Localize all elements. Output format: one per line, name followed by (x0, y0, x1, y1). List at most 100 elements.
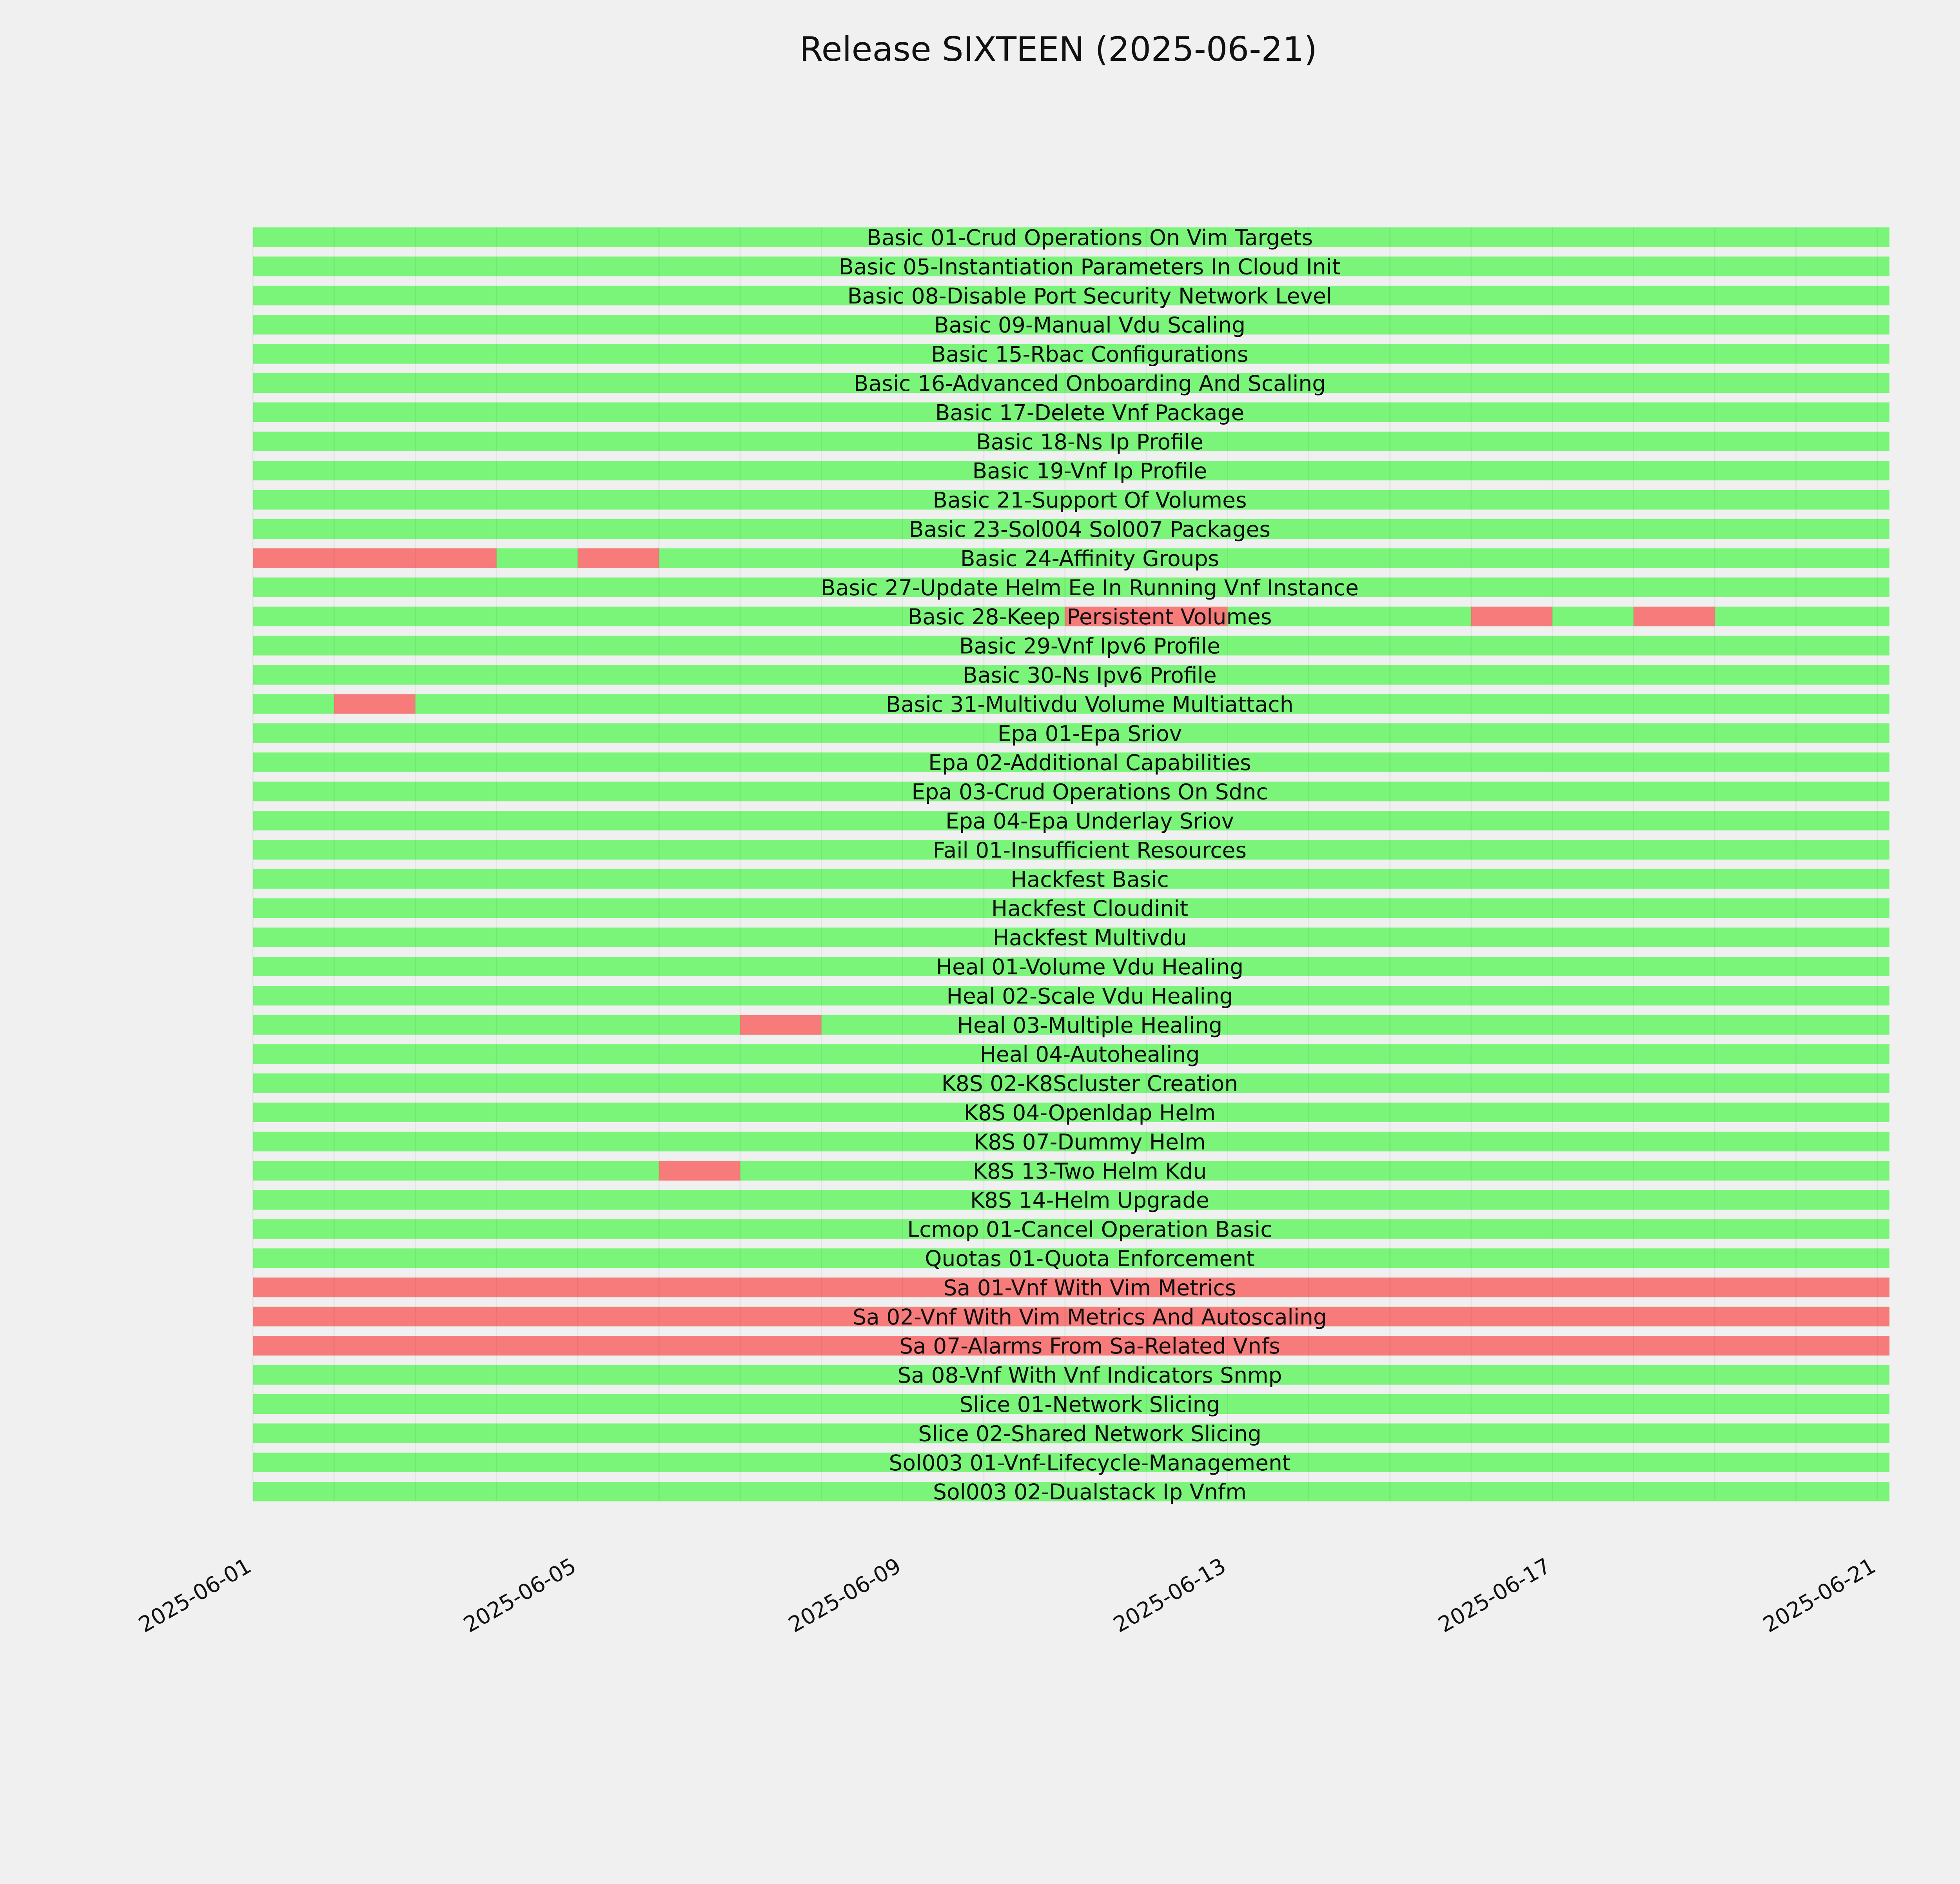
fail-segment (253, 548, 497, 568)
pass-bar (253, 490, 1890, 510)
fail-segment (1633, 607, 1715, 627)
row-label: Basic 29-Vnf Ipv6 Profile (959, 634, 1220, 659)
pass-bar (253, 1423, 1890, 1443)
row-label: Basic 19-Vnf Ip Profile (973, 458, 1207, 483)
pass-bar (253, 519, 1890, 539)
pass-bar (253, 1219, 1890, 1239)
fail-segment (1065, 607, 1228, 627)
fail-segment (740, 1015, 822, 1035)
pass-bar (253, 1073, 1890, 1093)
fail-segment (659, 1161, 740, 1181)
x-tick-label: 2025-06-21 (1759, 1553, 1880, 1637)
pass-bar (253, 1482, 1890, 1502)
row-label: Sa 01-Vnf With Vim Metrics (944, 1275, 1236, 1300)
row-label: Sa 02-Vnf With Vim Metrics And Autoscali… (853, 1304, 1327, 1330)
row-label: Basic 16-Advanced Onboarding And Scaling (854, 371, 1326, 396)
pass-bar (253, 402, 1890, 422)
pass-bar (253, 1103, 1890, 1122)
pass-bar (253, 431, 1890, 451)
row-label: Basic 08-Disable Port Security Network L… (848, 283, 1332, 309)
pass-bar (253, 285, 1890, 305)
pass-bar (253, 461, 1890, 481)
row-label: Quotas 01-Quota Enforcement (925, 1246, 1255, 1271)
pass-bar (253, 1248, 1890, 1268)
x-tick-label: 2025-06-09 (784, 1553, 905, 1637)
fail-segment (1471, 607, 1553, 627)
row-label: Lcmop 01-Cancel Operation Basic (907, 1217, 1272, 1242)
fail-segment (253, 1306, 1890, 1326)
row-label: K8S 07-Dummy Helm (974, 1129, 1206, 1154)
pass-bar (253, 694, 1890, 714)
pass-bar (253, 1190, 1890, 1210)
row-label: Fail 01-Insufficient Resources (933, 838, 1247, 863)
pass-bar (253, 256, 1890, 276)
pass-bar (253, 1452, 1890, 1472)
row-label: K8S 13-Two Helm Kdu (973, 1159, 1207, 1184)
pass-bar (253, 957, 1890, 976)
pass-bar (253, 665, 1890, 685)
row-label: Slice 01-Network Slicing (960, 1392, 1220, 1417)
pass-bar (253, 577, 1890, 597)
pass-bar (253, 781, 1890, 801)
row-label: Heal 01-Volume Vdu Healing (936, 954, 1243, 979)
row-labels-layer: Basic 01-Crud Operations On Vim Targets B… (821, 225, 1359, 1504)
pass-bar (253, 840, 1890, 860)
pass-bar (253, 373, 1890, 393)
fail-segment (577, 548, 659, 568)
row-label: Sa 07-Alarms From Sa-Related Vnfs (899, 1334, 1280, 1359)
pass-bar (253, 1394, 1890, 1414)
pass-bar (253, 548, 1890, 568)
row-label: Basic 28-Keep Persistent Volumes (907, 604, 1272, 629)
bars-layer (252, 227, 1890, 1502)
pass-bar (253, 227, 1890, 247)
pass-bar (253, 811, 1890, 830)
row-label: Hackfest Multivdu (993, 925, 1187, 950)
pass-bar (253, 723, 1890, 743)
row-label: K8S 04-Openldap Helm (964, 1100, 1216, 1125)
row-label: Epa 01-Epa Sriov (998, 721, 1182, 746)
row-label: Sol003 01-Vnf-Lifecycle-Management (889, 1450, 1290, 1475)
row-label: Basic 27-Update Helm Ee In Running Vnf I… (821, 575, 1359, 600)
pass-bar (253, 1132, 1890, 1152)
row-label: Basic 15-Rbac Configurations (931, 342, 1248, 367)
x-axis: 2025-06-01 2025-06-05 2025-06-09 2025-06-13… (134, 1553, 1880, 1637)
pass-bar (253, 344, 1890, 364)
row-label: Basic 17-Delete Vnf Package (935, 400, 1244, 425)
row-label: Basic 09-Manual Vdu Scaling (934, 312, 1245, 338)
pass-bar (253, 927, 1890, 947)
fail-segment (253, 1277, 1890, 1297)
fail-segment (334, 694, 416, 714)
row-label: Basic 31-Multivdu Volume Multiattach (886, 692, 1293, 717)
chart-title: Release SIXTEEN (2025-06-21) (800, 30, 1318, 69)
pass-bar (253, 898, 1890, 918)
row-label: Heal 04-Autohealing (980, 1042, 1200, 1067)
row-label: Heal 03-Multiple Healing (957, 1013, 1223, 1038)
row-label: Basic 05-Instantiation Parameters In Clo… (839, 254, 1341, 279)
x-tick-label: 2025-06-17 (1434, 1553, 1555, 1637)
row-label: Hackfest Basic (1011, 867, 1169, 892)
row-label: Basic 21-Support Of Volumes (933, 488, 1247, 513)
pass-bar (253, 1365, 1890, 1385)
row-label: Hackfest Cloudinit (991, 896, 1188, 921)
pass-bar (253, 636, 1890, 656)
row-label: Basic 30-Ns Ipv6 Profile (963, 663, 1216, 688)
row-label: Epa 02-Additional Capabilities (928, 750, 1251, 775)
pass-bar (253, 1015, 1890, 1035)
row-label: Basic 01-Crud Operations On Vim Targets (867, 225, 1313, 250)
row-label: Basic 18-Ns Ip Profile (976, 429, 1203, 454)
pass-bar (253, 752, 1890, 772)
pass-bar (253, 1044, 1890, 1064)
row-label: Basic 24-Affinity Groups (960, 546, 1219, 571)
row-label: Basic 23-Sol004 Sol007 Packages (909, 517, 1270, 542)
row-label: K8S 14-Helm Upgrade (970, 1188, 1209, 1213)
pass-bar (253, 869, 1890, 889)
pass-bar (253, 986, 1890, 1006)
row-label: Epa 04-Epa Underlay Sriov (946, 808, 1234, 834)
x-tick-label: 2025-06-13 (1109, 1553, 1230, 1637)
x-tick-label: 2025-06-05 (459, 1553, 580, 1637)
row-label: Sa 08-Vnf With Vnf Indicators Snmp (897, 1363, 1282, 1388)
row-label: Heal 02-Scale Vdu Healing (946, 983, 1233, 1008)
pass-bar (253, 1161, 1890, 1181)
